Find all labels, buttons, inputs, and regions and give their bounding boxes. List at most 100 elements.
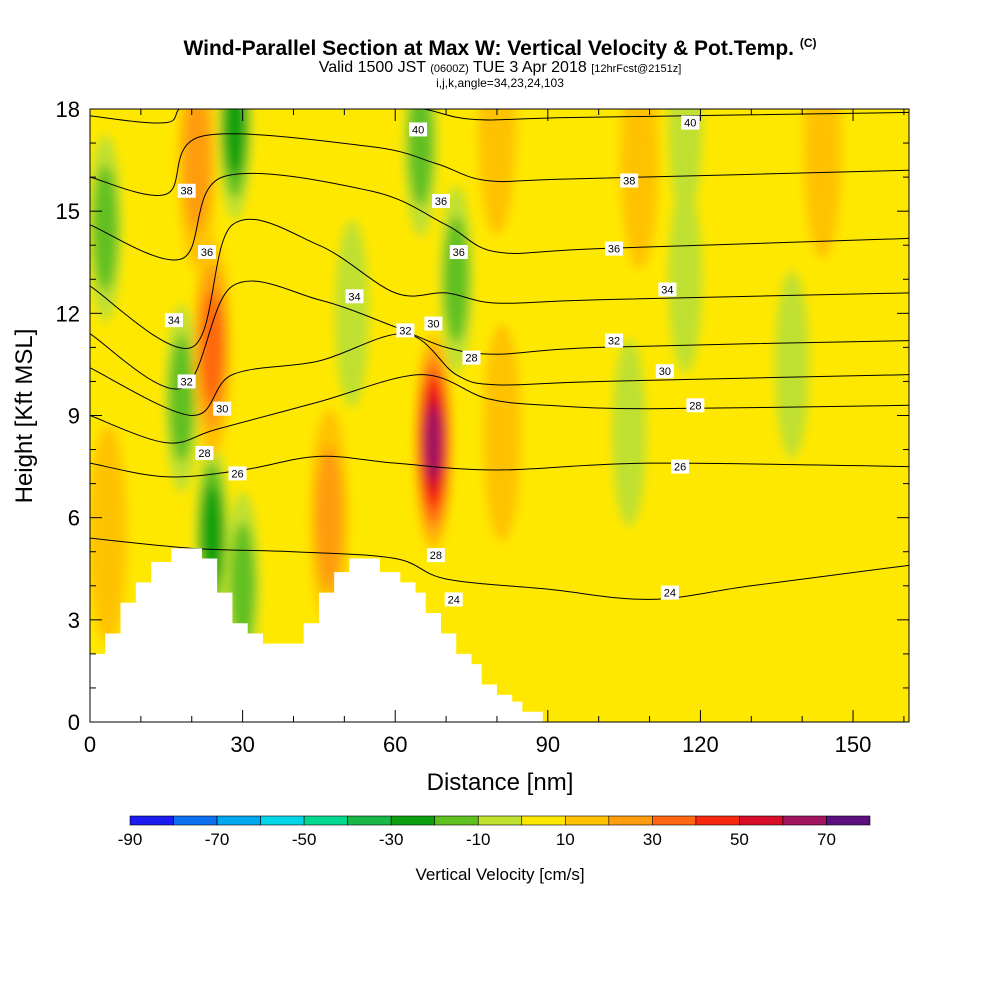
- colorbar-tick-label: -50: [292, 830, 317, 849]
- contour-label-text: 32: [399, 325, 411, 337]
- colorbar-swatch: [782, 815, 827, 826]
- colorbar-swatch: [260, 815, 305, 826]
- downdraft-core: [224, 109, 246, 176]
- contour-label-text: 30: [216, 404, 228, 416]
- contour-label-text: 28: [465, 353, 477, 365]
- contour-label-box: [164, 313, 183, 328]
- contour-label-box: [426, 548, 445, 563]
- colorbar: -90 -70 -50 -30 -10 10 30 50 70: [118, 815, 871, 849]
- section-params: i,j,k,angle=34,23,24,103: [436, 76, 564, 90]
- x-tick-label: 150: [835, 732, 872, 757]
- y-tick-label: 12: [56, 301, 80, 326]
- contour-label-box: [432, 193, 450, 208]
- contour-label-box: [213, 401, 232, 416]
- isentrope-36: [90, 172, 909, 261]
- downdraft-core: [668, 185, 703, 374]
- colorbar-swatch: [347, 815, 392, 826]
- isentrope-24: [90, 537, 909, 600]
- contour-label: 30: [213, 401, 232, 416]
- contour-label-text: 26: [231, 468, 243, 480]
- contour-label-box: [671, 459, 690, 474]
- contour-label-box: [655, 364, 674, 379]
- colorbar-swatch: [216, 815, 261, 826]
- colorbar-tick-label: 70: [817, 830, 836, 849]
- valid-time-date: TUE 3 Apr 2018: [472, 59, 587, 76]
- contour-label-text: 36: [608, 244, 620, 256]
- x-tick-label: 90: [536, 732, 560, 757]
- contour-label-text: 28: [198, 448, 210, 460]
- contour-label: 28: [686, 398, 705, 413]
- downdraft-core: [92, 164, 118, 292]
- isentrope-28: [90, 374, 909, 444]
- colorbar-swatch: [390, 815, 436, 826]
- colorbar-tick-label: -10: [466, 830, 491, 849]
- contour-label-box: [658, 282, 677, 297]
- contour-label: 38: [177, 183, 196, 198]
- terrain: [90, 548, 543, 722]
- valid-time-utc: (0600Z): [430, 63, 469, 75]
- valid-time-prefix: Valid 1500 JST: [318, 59, 426, 76]
- x-tick-label: 30: [230, 732, 254, 757]
- colorbar-tick-label: 10: [556, 830, 575, 849]
- contour-label-box: [604, 241, 623, 256]
- colorbar-swatch: [477, 815, 523, 826]
- contour-label: 26: [228, 466, 247, 481]
- contour-label: 32: [396, 323, 415, 338]
- contour-label-text: 34: [348, 291, 360, 303]
- contour-label: 26: [671, 459, 690, 474]
- colorbar-tick-label: -90: [118, 830, 143, 849]
- contour-label-text: 36: [453, 247, 465, 259]
- x-axis-label: Distance [nm]: [427, 769, 574, 796]
- colorbar-swatch: [129, 815, 174, 826]
- downdraft-core: [612, 338, 647, 527]
- chart-title-text: Wind-Parallel Section at Max W: Vertical…: [183, 37, 794, 60]
- updraft-core: [90, 425, 127, 644]
- contour-label-text: 34: [168, 315, 180, 327]
- contour-label-box: [444, 592, 463, 607]
- contour-labels: 40 40 38 38 36 36 36 36 34 34 34 32 32 32 30 30 30 28 28 28…: [164, 115, 705, 607]
- isentrope-26: [90, 455, 909, 478]
- chart-title-mark: (C): [799, 36, 817, 50]
- colorbar-swatch: [652, 815, 697, 826]
- contour-label-text: 28: [689, 400, 701, 412]
- downdraft-core: [668, 109, 703, 220]
- updraft-core: [200, 291, 224, 404]
- contour-label-text: 34: [661, 284, 673, 296]
- contour-label-box: [660, 585, 679, 600]
- contour-label: 34: [345, 289, 364, 304]
- contour-label-box: [177, 183, 196, 198]
- contour-label: 40: [409, 122, 428, 137]
- colorbar-tick-label: 30: [643, 830, 662, 849]
- isentrope-34: [90, 218, 909, 350]
- contour-label: 34: [164, 313, 183, 328]
- colorbar-swatch: [564, 815, 610, 826]
- contour-label: 38: [620, 173, 639, 188]
- contour-label: 36: [198, 245, 216, 260]
- contour-label: 24: [444, 592, 463, 607]
- contour-label-box: [462, 350, 481, 365]
- contour-label-box: [686, 398, 705, 413]
- updraft-core: [315, 445, 343, 591]
- contour-label-text: 24: [664, 588, 676, 600]
- downdraft-core: [230, 522, 255, 650]
- contour-label-text: 30: [427, 319, 439, 331]
- contour-label-text: 26: [674, 462, 686, 474]
- contour-label-text: 40: [684, 118, 696, 130]
- contour-label-text: 24: [448, 594, 460, 606]
- x-tick-label: 0: [84, 732, 96, 757]
- contour-label-text: 38: [623, 176, 635, 188]
- contour-label-text: 32: [608, 336, 620, 348]
- colorbar-swatch: [173, 815, 218, 826]
- contour-label: 24: [660, 585, 679, 600]
- x-tick-label: 60: [383, 732, 407, 757]
- contour-label-text: 32: [181, 376, 193, 388]
- contour-label: 28: [426, 548, 445, 563]
- contour-label-text: 38: [181, 186, 193, 198]
- y-tick-label: 6: [68, 506, 80, 531]
- forecast-info: [12hrFcst@2151z]: [591, 63, 682, 75]
- contour-label-box: [604, 333, 623, 348]
- updraft-core: [483, 323, 522, 542]
- contour-label-box: [228, 466, 247, 481]
